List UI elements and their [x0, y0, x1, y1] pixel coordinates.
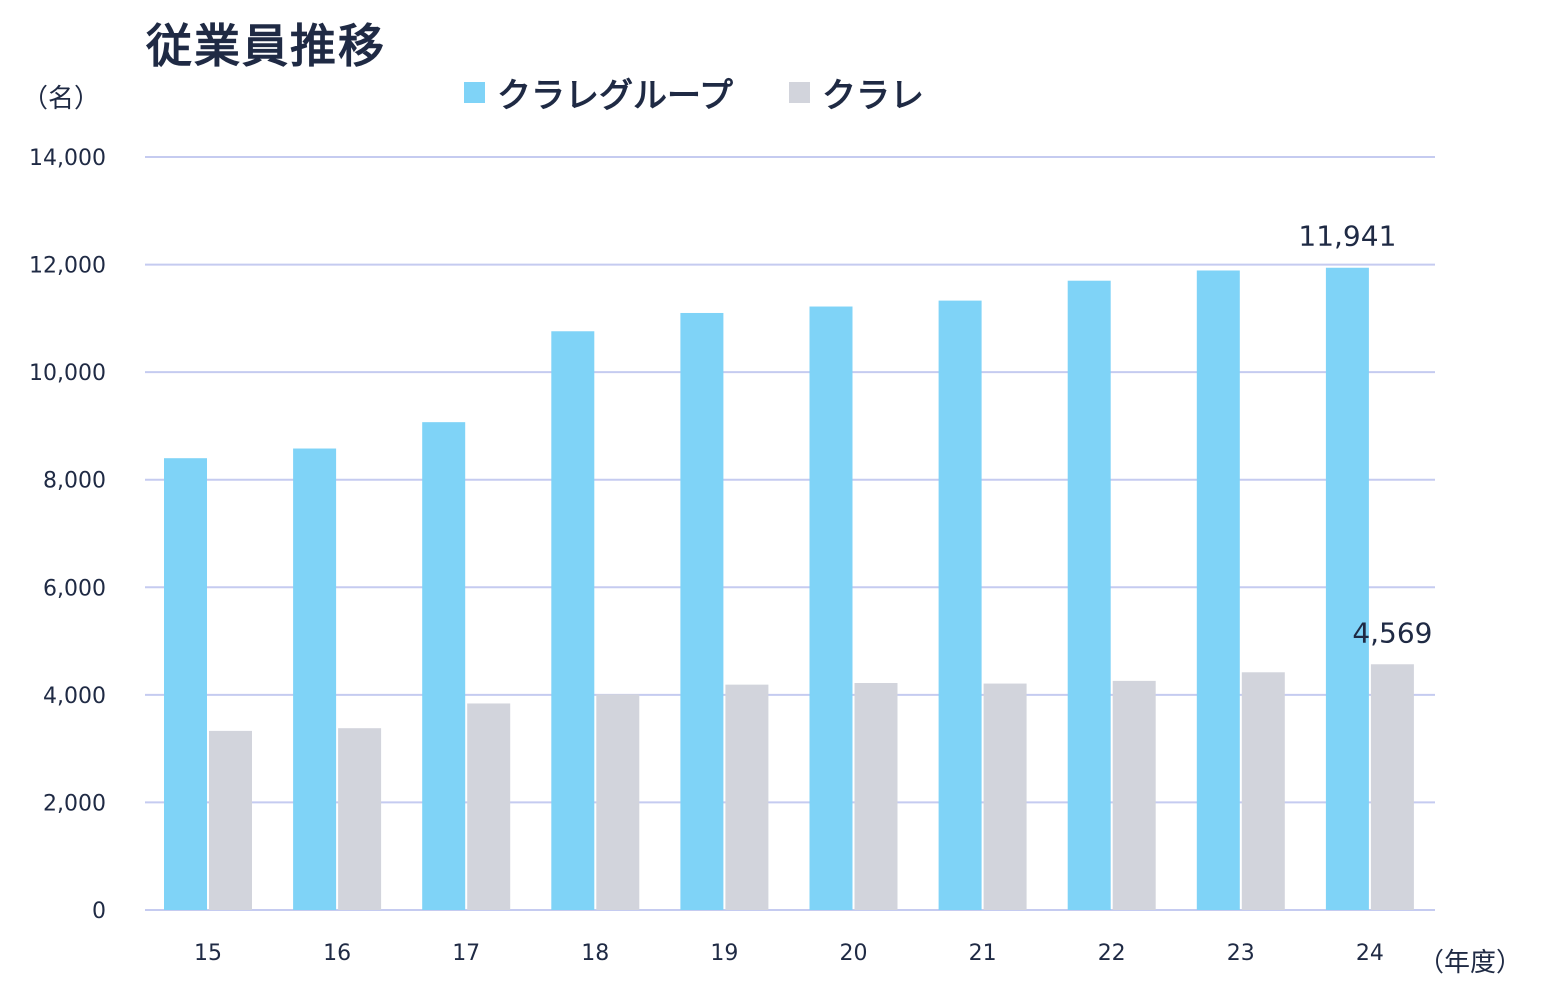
legend-swatch-group: [464, 82, 485, 103]
bar-group: [680, 312, 724, 910]
x-tick-label: 18: [581, 941, 609, 966]
x-tick-label: 19: [710, 941, 738, 966]
x-tick-label: 15: [194, 941, 222, 966]
bar-company: [1241, 672, 1285, 910]
bar-company: [209, 730, 252, 910]
y-tick-label: 10,000: [29, 361, 106, 386]
bar-company: [338, 728, 382, 910]
x-tick-label: 21: [969, 941, 997, 966]
x-axis-unit-label: （年度）: [1418, 948, 1523, 978]
bar-company: [1370, 664, 1414, 910]
x-tick-label: 24: [1356, 941, 1384, 966]
bar-group: [1067, 280, 1111, 910]
bar-group: [422, 422, 466, 910]
x-tick-label: 23: [1227, 941, 1255, 966]
data-label: 11,941: [1298, 220, 1396, 253]
bar-company: [983, 683, 1027, 910]
bar-group: [809, 306, 853, 910]
legend: クラレグループ クラレ: [464, 68, 980, 117]
bar-company: [467, 703, 511, 910]
bar-group: [293, 448, 337, 910]
legend-item-company: クラレ: [788, 68, 924, 117]
bar-group: [164, 458, 207, 910]
legend-item-group: クラレグループ: [464, 68, 733, 117]
y-tick-label: 12,000: [29, 254, 106, 279]
y-tick-label: 2,000: [43, 791, 106, 816]
y-tick-label: 8,000: [43, 469, 106, 494]
bar-group: [938, 300, 982, 910]
x-tick-label: 17: [452, 941, 480, 966]
y-tick-label: 0: [92, 899, 106, 924]
bar-company: [854, 683, 898, 910]
legend-swatch-company: [788, 82, 810, 103]
legend-label-company: クラレ: [821, 76, 924, 116]
y-tick-label: 6,000: [43, 576, 106, 601]
bar-company: [1112, 680, 1156, 910]
bar-group: [1196, 270, 1240, 910]
data-label: 4,569: [1352, 616, 1432, 649]
x-tick-label: 16: [323, 941, 351, 966]
bar-company: [596, 694, 640, 910]
y-tick-label: 14,000: [29, 146, 106, 171]
x-tick-label: 22: [1098, 941, 1126, 966]
bar-group: [551, 331, 595, 910]
legend-label-group: クラレグループ: [497, 76, 733, 116]
x-tick-label: 20: [840, 941, 868, 966]
bar-company: [725, 684, 769, 910]
y-axis-unit-label: （名）: [22, 84, 101, 114]
chart-title: 従業員推移: [146, 19, 386, 73]
bar-group: [1325, 267, 1369, 911]
y-tick-label: 4,000: [43, 684, 106, 709]
